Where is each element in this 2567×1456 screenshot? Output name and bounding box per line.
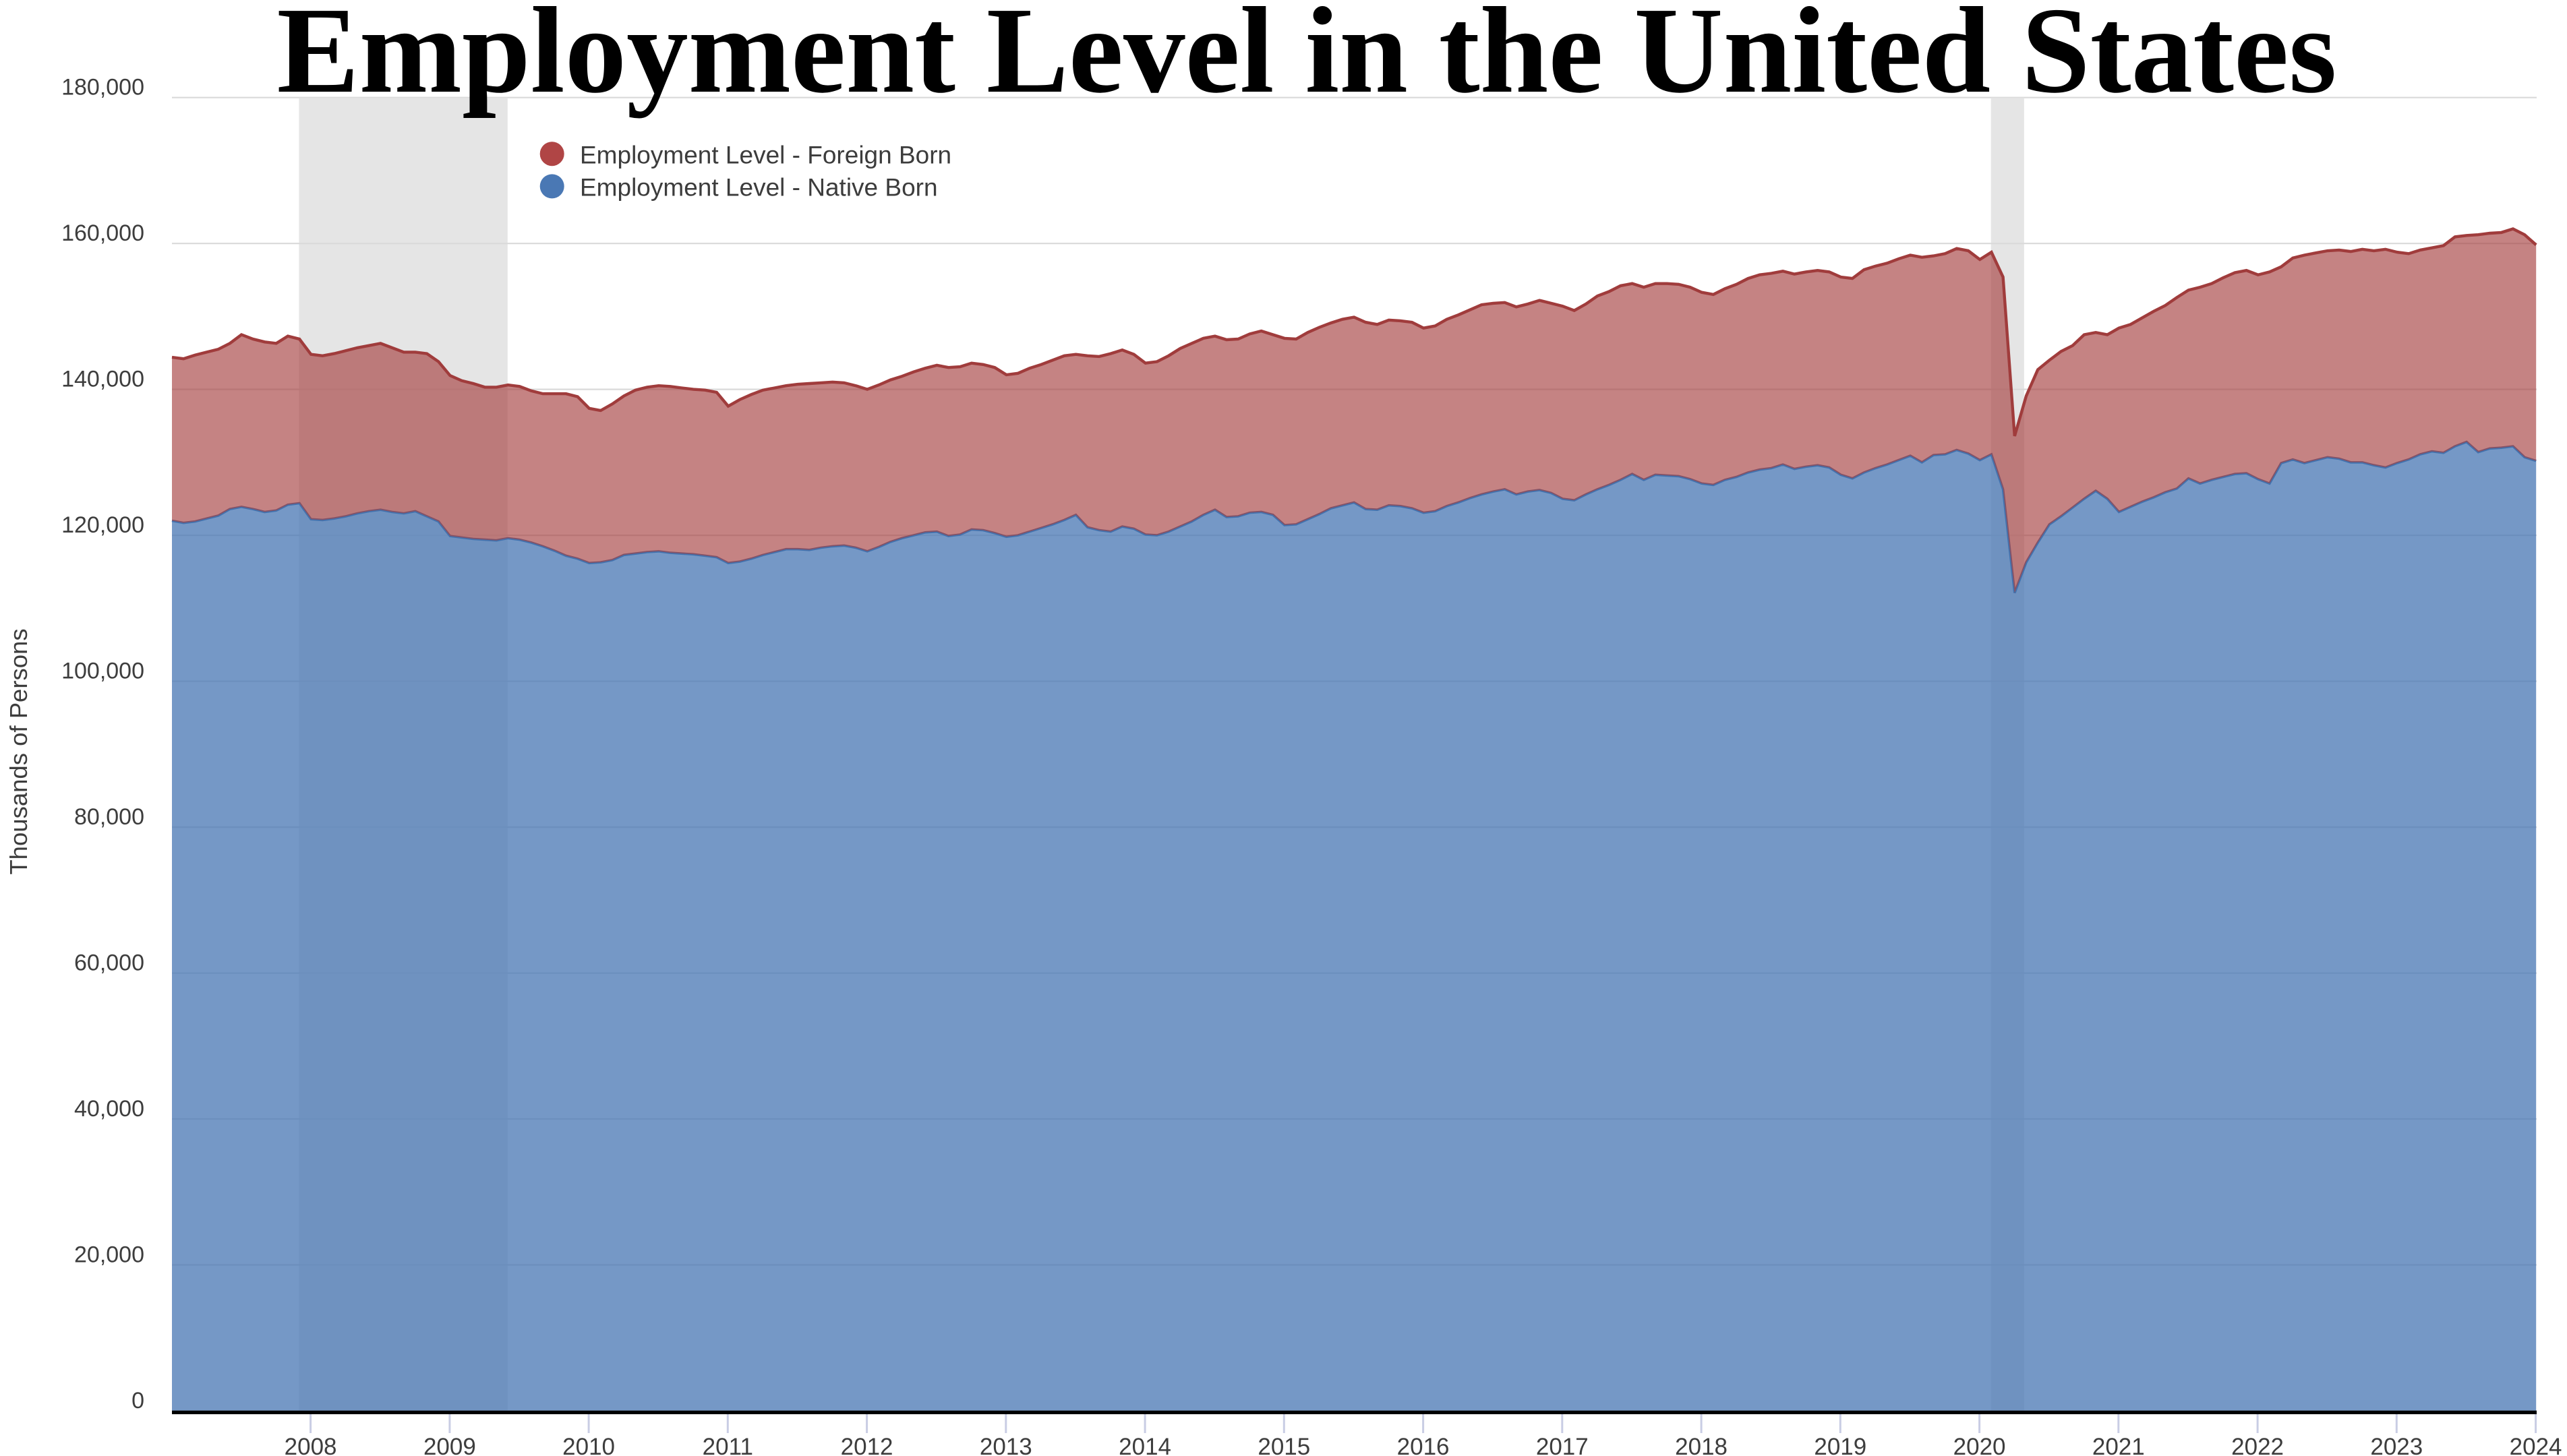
svg-text:Thousands of Persons: Thousands of Persons	[5, 628, 32, 874]
svg-text:Employment Level in the United: Employment Level in the United States	[277, 0, 2337, 119]
svg-text:160,000: 160,000	[61, 220, 144, 246]
svg-text:2016: 2016	[1397, 1434, 1450, 1456]
svg-text:2008: 2008	[285, 1434, 337, 1456]
svg-text:2024: 2024	[2510, 1434, 2562, 1456]
svg-text:2018: 2018	[1675, 1434, 1728, 1456]
svg-text:Employment Level - Native Born: Employment Level - Native Born	[580, 174, 938, 202]
svg-text:2011: 2011	[703, 1434, 753, 1456]
svg-text:60,000: 60,000	[74, 950, 144, 976]
svg-text:2014: 2014	[1119, 1434, 1171, 1456]
svg-text:80,000: 80,000	[74, 804, 144, 830]
svg-text:2020: 2020	[1953, 1434, 2006, 1456]
svg-text:2015: 2015	[1258, 1434, 1310, 1456]
svg-text:2017: 2017	[1536, 1434, 1589, 1456]
svg-text:120,000: 120,000	[61, 512, 144, 538]
svg-text:2023: 2023	[2370, 1434, 2423, 1456]
svg-text:140,000: 140,000	[61, 367, 144, 392]
svg-text:2009: 2009	[423, 1434, 476, 1456]
svg-text:0: 0	[131, 1388, 144, 1414]
svg-text:20,000: 20,000	[74, 1242, 144, 1268]
svg-text:2022: 2022	[2231, 1434, 2284, 1456]
svg-text:Employment Level - Foreign Bor: Employment Level - Foreign Born	[580, 142, 951, 169]
svg-text:40,000: 40,000	[74, 1096, 144, 1122]
svg-text:100,000: 100,000	[61, 659, 144, 684]
svg-text:2013: 2013	[980, 1434, 1032, 1456]
svg-text:2010: 2010	[562, 1434, 615, 1456]
svg-text:180,000: 180,000	[61, 75, 144, 100]
svg-text:2021: 2021	[2092, 1434, 2145, 1456]
svg-text:2012: 2012	[841, 1434, 893, 1456]
svg-text:2019: 2019	[1814, 1434, 1866, 1456]
